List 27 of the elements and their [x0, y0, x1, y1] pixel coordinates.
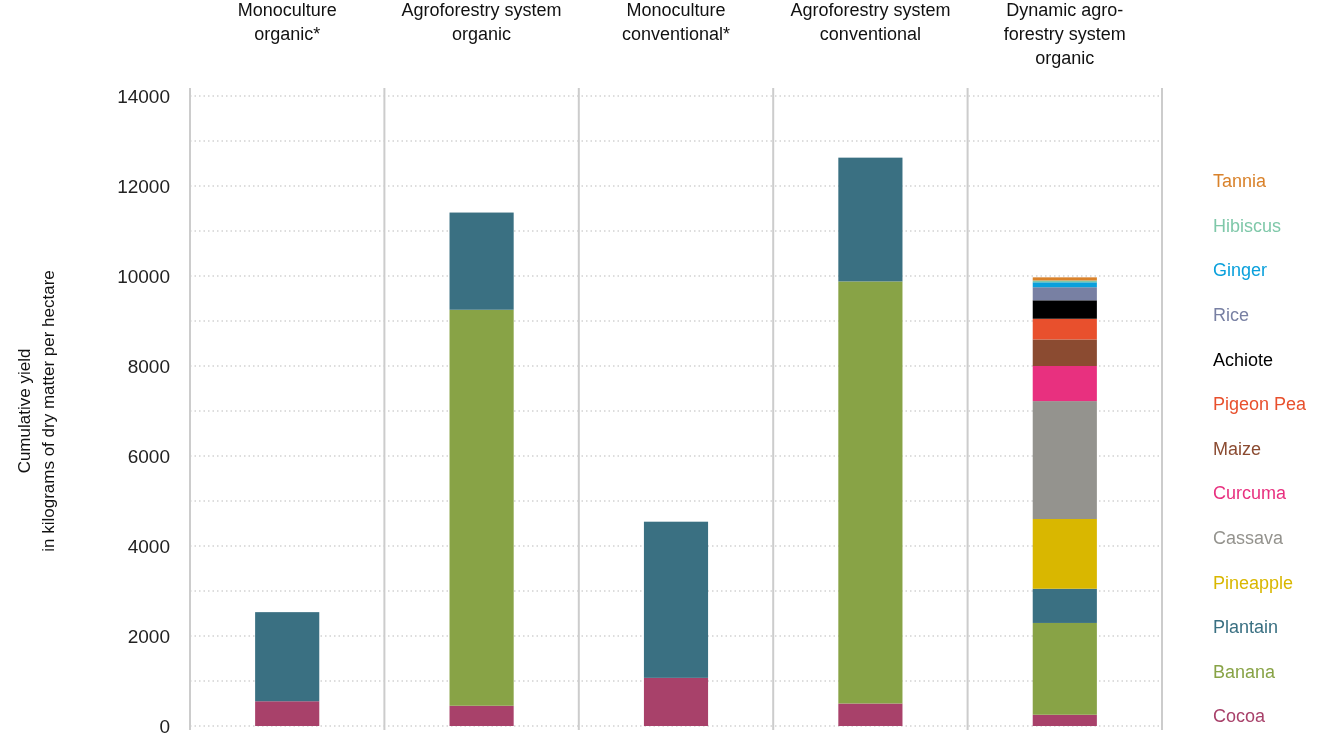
- y-tick-label: 12000: [117, 175, 170, 197]
- y-tick-label: 8000: [127, 355, 170, 377]
- text: Ginger: [1213, 260, 1268, 281]
- text: Tannia: [1213, 171, 1268, 192]
- text: Pigeon Pea: [1213, 394, 1308, 415]
- y-tick-label: 0: [159, 715, 170, 737]
- text: Cassava: [1213, 527, 1285, 548]
- text: Curcuma: [1213, 483, 1288, 504]
- text: Pineapple: [1213, 572, 1294, 593]
- y-tick-label: 6000: [127, 445, 170, 467]
- text: Achiote: [1213, 349, 1274, 370]
- y-tick-label: 2000: [127, 625, 170, 647]
- x-tick-label: Monoculture organic*: [237, 0, 337, 44]
- y-axis-title: Cumulative yield in kilograms of dry matter per hectare: [15, 270, 58, 552]
- text: Hibiscus: [1213, 215, 1282, 236]
- x-tick-label: Agroforestry system conventional: [790, 0, 951, 44]
- y-tick-label: 10000: [117, 265, 170, 287]
- text: Banana: [1213, 661, 1277, 682]
- x-tick-label: Dynamic agro- forestry system organic: [1003, 0, 1126, 68]
- text: Maize: [1213, 438, 1262, 459]
- y-tick-label: 4000: [127, 535, 170, 557]
- text: Cocoa: [1213, 706, 1267, 727]
- y-tick-label: 14000: [117, 85, 170, 107]
- x-tick-label: Monoculture conventional*: [621, 0, 731, 44]
- text: Plantain: [1213, 617, 1279, 638]
- text: Rice: [1213, 304, 1250, 325]
- x-tick-label: Agroforestry system organic: [401, 0, 562, 44]
